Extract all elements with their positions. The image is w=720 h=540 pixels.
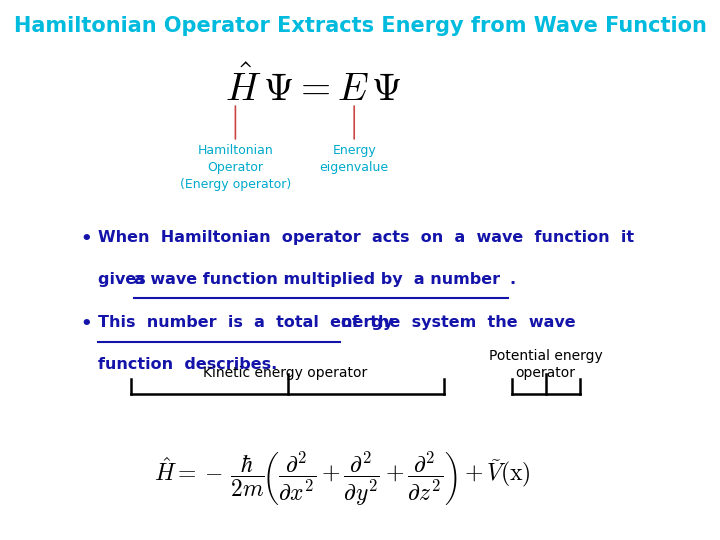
Text: a wave function multiplied by  a number: a wave function multiplied by a number [134,272,500,287]
Text: .: . [509,272,515,287]
Text: This  number  is  a  total  energy: This number is a total energy [98,315,399,330]
Text: Hamiltonian
Operator
(Energy operator): Hamiltonian Operator (Energy operator) [180,144,291,191]
Text: gives: gives [98,272,151,287]
Text: Potential energy
operator: Potential energy operator [489,349,603,380]
Text: Hamiltonian Operator Extracts Energy from Wave Function: Hamiltonian Operator Extracts Energy fro… [14,16,706,36]
Text: Energy
eigenvalue: Energy eigenvalue [320,144,389,174]
Text: •: • [81,315,92,333]
Text: $\hat{H} = -\,\dfrac{\hbar}{2m}\!\left(\dfrac{\partial^2}{\partial x^2}+\dfrac{\: $\hat{H} = -\,\dfrac{\hbar}{2m}\!\left(\… [154,449,531,508]
Text: function  describes.: function describes. [98,357,277,372]
Text: $\hat{H}\,\Psi = E\,\Psi$: $\hat{H}\,\Psi = E\,\Psi$ [225,67,402,110]
Text: Kinetic energy operator: Kinetic energy operator [202,366,366,380]
Text: of  the  system  the  wave: of the system the wave [341,315,576,330]
Text: When  Hamiltonian  operator  acts  on  a  wave  function  it: When Hamiltonian operator acts on a wave… [98,230,634,245]
Text: •: • [81,230,92,248]
